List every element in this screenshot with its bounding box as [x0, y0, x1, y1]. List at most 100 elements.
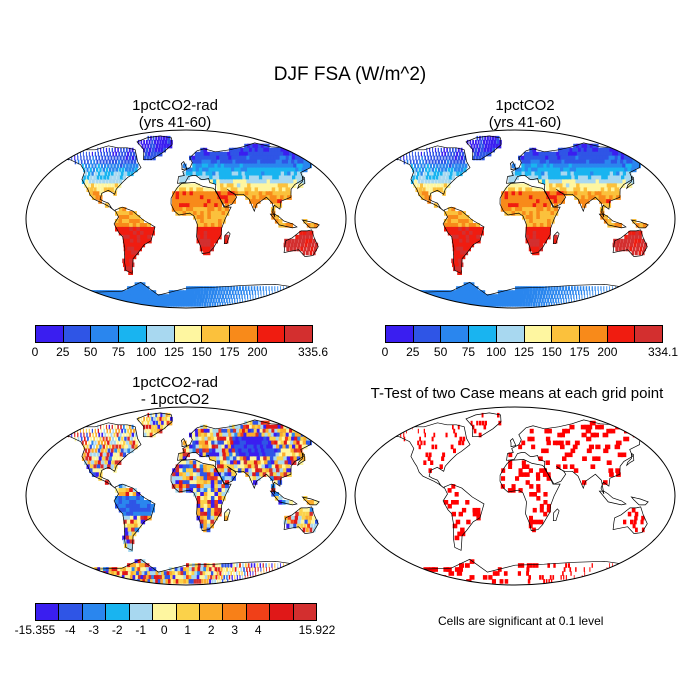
coastline-northAmerica — [386, 145, 471, 212]
colorbar-tick-label: 50 — [433, 345, 448, 359]
map-border — [25, 406, 347, 586]
coastline-madagascar — [223, 508, 231, 522]
colorbar-tick-label: -3 — [88, 623, 100, 637]
coastline-australia — [612, 506, 648, 534]
colorbar-tick-label: 15.922 — [298, 623, 336, 637]
coastline-eurasia — [506, 419, 650, 495]
coastline-japan — [626, 452, 635, 467]
coastline-uk — [509, 161, 517, 171]
colorbar-difference — [35, 603, 317, 621]
colorbar-tick-label: 0 — [381, 345, 389, 359]
colorbar-tick-label: 100 — [486, 345, 507, 359]
coastline-northAmerica — [386, 422, 471, 489]
colorbar-tick-label: 125 — [163, 345, 185, 359]
colorbar-swatch — [199, 604, 224, 620]
panel1-title-line1: 1pctCO2-rad — [132, 97, 218, 114]
panel3-title: 1pctCO2-rad - 1pctCO2 — [25, 374, 325, 408]
colorbar-swatch — [59, 604, 83, 620]
colorbar-swatch — [469, 326, 497, 342]
colorbar-swatch — [552, 326, 580, 342]
colorbar-tick-label: 4 — [254, 623, 262, 637]
land-field — [386, 135, 664, 307]
map-1pctco2-rad — [25, 129, 347, 309]
coastline-greenland — [136, 412, 173, 438]
coastline-northAmerica — [57, 145, 142, 212]
coastline-uk — [509, 438, 517, 448]
coastline-eurasia — [177, 142, 321, 218]
colorbar-swatch — [63, 326, 92, 342]
colorbar-tick-label: 175 — [569, 345, 590, 359]
panel3-title-line2: - 1pctCO2 — [140, 391, 210, 408]
panel1-title: 1pctCO2-rad (yrs 41-60) — [25, 97, 325, 131]
coastline-australia — [283, 506, 319, 534]
colorbar-tick-label: 25 — [406, 345, 420, 359]
colorbar-tick-label: -15.355 — [14, 623, 56, 637]
coastline-africa — [170, 182, 232, 254]
coastline-madagascar — [223, 231, 231, 245]
colorbar-tick-label: -4 — [64, 623, 76, 637]
colorbar-swatch — [223, 604, 247, 620]
coastline-newGuinea — [301, 219, 320, 229]
significance-note: Cells are significant at 0.1 level — [438, 614, 604, 628]
colorbar-swatch — [129, 604, 154, 620]
colorbar-swatch — [524, 326, 553, 342]
coastline-greenland — [465, 135, 502, 161]
map-border — [25, 129, 347, 309]
coastline-africa — [170, 459, 232, 531]
colorbar-swatch — [119, 326, 147, 342]
map-ttest — [354, 406, 676, 586]
colorbar-swatch — [146, 326, 175, 342]
colorbar-swatch — [607, 326, 636, 342]
colorbar-swatch — [270, 604, 294, 620]
colorbar-swatch — [91, 326, 120, 342]
panel4-title: T-Test of two Case means at each grid po… — [352, 385, 682, 402]
coastline-africa — [499, 459, 561, 531]
coastline-madagascar — [552, 508, 560, 522]
coastline-newGuinea — [630, 496, 649, 506]
coastline-greenland — [136, 135, 173, 161]
colorbar-tick-label: 25 — [56, 345, 70, 359]
colorbar-swatch — [82, 604, 107, 620]
colorbar-swatch — [257, 326, 286, 342]
colorbar-swatch — [176, 604, 200, 620]
colorbar-swatch — [36, 604, 60, 620]
colorbar-tick-label: 2 — [207, 623, 215, 637]
coastline-newGuinea — [301, 496, 320, 506]
map-1pctco2 — [354, 129, 676, 309]
panel3-title-line1: 1pctCO2-rad — [132, 374, 218, 391]
colorbar-tick-label: 0 — [160, 623, 168, 637]
coastline-southAmerica — [113, 206, 156, 274]
panel2-title-line2: (yrs 41-60) — [488, 114, 562, 131]
panel4-title-line1: T-Test of two Case means at each grid po… — [370, 385, 664, 402]
figure-title: DJF FSA (W/m^2) — [273, 64, 427, 85]
coastline-southAmerica — [442, 206, 485, 274]
coastline-southAmerica — [442, 483, 485, 551]
colorbar-swatch — [579, 326, 608, 342]
colorbar-1pctco2 — [385, 325, 663, 343]
colorbar-tick-label: -2 — [111, 623, 123, 637]
coastline-indonesia — [598, 490, 627, 506]
colorbar-tick-label: 175 — [219, 345, 240, 359]
panel1-title-line2: (yrs 41-60) — [138, 114, 212, 131]
colorbar-swatch — [413, 326, 442, 342]
colorbar-swatch — [496, 326, 525, 342]
colorbar-swatch — [293, 604, 317, 620]
colorbar-tick-label: 75 — [111, 345, 126, 359]
colorbar-swatch — [386, 326, 414, 342]
colorbar-swatch — [441, 326, 470, 342]
colorbar-swatch — [229, 326, 258, 342]
colorbar-swatch — [153, 604, 177, 620]
colorbar-swatch — [635, 326, 663, 342]
coastline-japan — [297, 452, 306, 467]
coastline-indonesia — [598, 213, 627, 229]
colorbar-swatch — [106, 604, 130, 620]
coastline-southAmerica — [113, 483, 156, 551]
colorbar-tick-label: 150 — [541, 345, 562, 359]
colorbar-tick-label: 334.1 — [647, 345, 679, 359]
coastline-australia — [612, 229, 648, 257]
colorbar-tick-label: 150 — [191, 345, 212, 359]
coastline-indonesia — [269, 213, 298, 229]
coastline-madagascar — [552, 231, 560, 245]
coastline-northAmerica — [57, 422, 142, 489]
coastline-uk — [180, 161, 188, 171]
